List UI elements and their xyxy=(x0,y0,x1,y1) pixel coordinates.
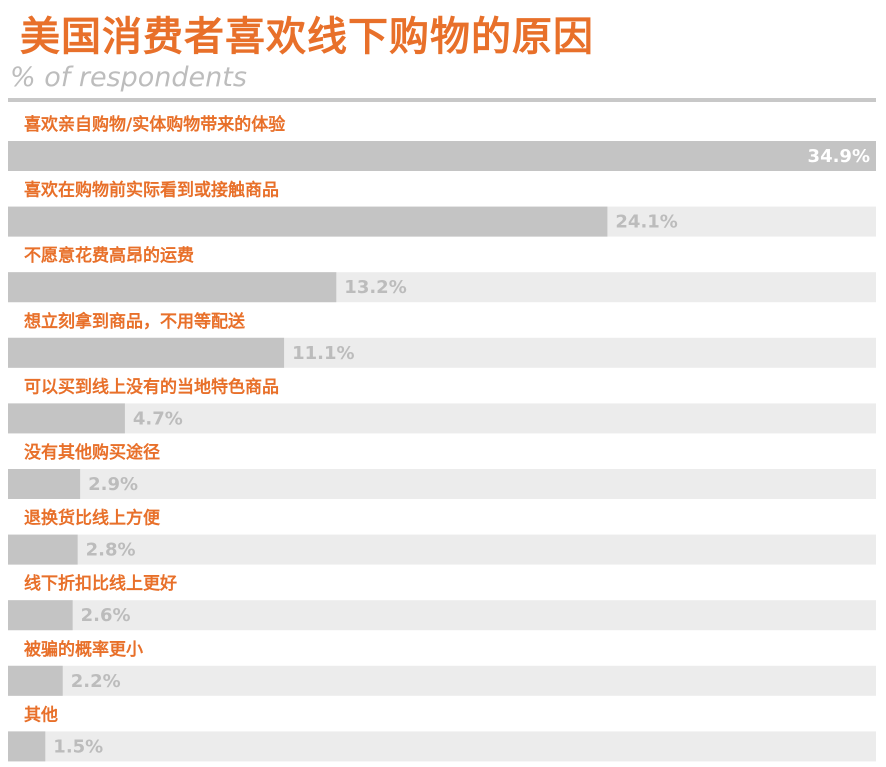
bar xyxy=(8,600,73,631)
category-label: 线下折扣比线上更好 xyxy=(24,573,177,594)
category-label: 想立刻拿到商品，不用等配送 xyxy=(24,311,246,332)
bar-track xyxy=(8,403,876,434)
bar xyxy=(8,206,608,237)
value-label: 24.1% xyxy=(615,212,677,233)
header-divider xyxy=(8,98,876,102)
category-label: 没有其他购买途径 xyxy=(24,442,160,463)
bar xyxy=(8,731,46,762)
bar xyxy=(8,665,63,696)
value-label: 2.9% xyxy=(88,474,138,495)
value-label: 11.1% xyxy=(292,343,354,364)
bar-track xyxy=(8,600,876,631)
value-label: 34.9% xyxy=(808,146,870,167)
chart-subtitle: % of respondents xyxy=(10,62,247,93)
bar xyxy=(8,337,285,368)
category-label: 被骗的概率更小 xyxy=(24,639,143,660)
bar-track xyxy=(8,731,876,762)
bar xyxy=(8,469,81,499)
value-label: 2.2% xyxy=(71,671,121,692)
bar-track xyxy=(8,534,876,565)
category-label: 退换货比线上方便 xyxy=(24,508,161,529)
chart-title: 美国消费者喜欢线下购物的原因 xyxy=(20,14,594,60)
category-label: 其他 xyxy=(24,704,58,725)
value-label: 2.6% xyxy=(81,605,131,626)
category-label: 喜欢在购物前实际看到或接触商品 xyxy=(24,180,279,201)
bar xyxy=(8,272,337,303)
value-label: 4.7% xyxy=(133,408,183,429)
bar-track xyxy=(8,665,876,696)
bar xyxy=(8,534,78,565)
category-label: 喜欢亲自购物/实体购物带来的体验 xyxy=(24,114,286,135)
value-label: 2.8% xyxy=(86,540,136,561)
bar xyxy=(8,403,125,434)
value-label: 1.5% xyxy=(53,736,103,757)
value-label: 13.2% xyxy=(344,277,406,298)
bar-track xyxy=(8,469,876,499)
category-label: 不愿意花费高昂的运费 xyxy=(24,245,194,266)
category-label: 可以买到线上没有的当地特色商品 xyxy=(24,376,279,397)
bar xyxy=(8,141,876,171)
